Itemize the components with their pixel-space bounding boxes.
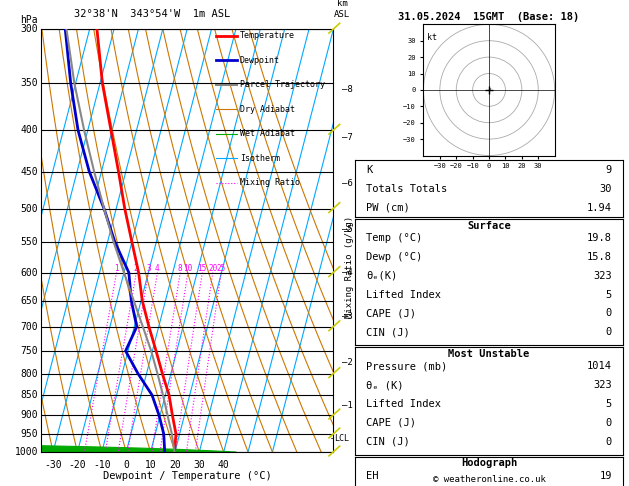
Text: 800: 800 [20,368,38,379]
Text: 15: 15 [198,264,207,273]
Text: CIN (J): CIN (J) [366,437,410,447]
Text: 900: 900 [20,410,38,420]
Text: 5: 5 [606,399,612,409]
Text: 20: 20 [208,264,218,273]
Text: PW (cm): PW (cm) [366,203,410,213]
Text: 10: 10 [183,264,192,273]
Text: Dewp (°C): Dewp (°C) [366,252,422,262]
Text: Temperature: Temperature [240,31,295,40]
Text: Wet Adiabat: Wet Adiabat [240,129,295,138]
Text: 850: 850 [20,390,38,400]
Text: 650: 650 [20,295,38,306]
Text: Temp (°C): Temp (°C) [366,233,422,243]
Text: 350: 350 [20,78,38,88]
Text: θₑ(K): θₑ(K) [366,271,398,281]
Text: 30: 30 [194,460,205,470]
Text: 600: 600 [20,268,38,278]
Text: hPa: hPa [20,15,38,25]
Text: 400: 400 [20,125,38,135]
Text: 700: 700 [20,322,38,332]
Text: Most Unstable: Most Unstable [448,349,530,359]
Text: 1.94: 1.94 [587,203,612,213]
Text: Totals Totals: Totals Totals [366,184,447,194]
Text: Hodograph: Hodograph [461,458,517,469]
Text: EH: EH [366,471,379,481]
Text: Mixing Ratio: Mixing Ratio [240,178,300,187]
Text: K: K [366,165,372,175]
Text: θₑ (K): θₑ (K) [366,380,404,390]
Text: Mixing Ratio (g/kg): Mixing Ratio (g/kg) [345,216,353,318]
Text: LCL: LCL [333,434,348,443]
Text: –7: –7 [342,133,353,141]
Text: 3: 3 [146,264,151,273]
Text: –2: –2 [342,358,353,367]
Text: CAPE (J): CAPE (J) [366,309,416,318]
Text: 9: 9 [606,165,612,175]
Text: –5: –5 [342,225,353,233]
Text: Pressure (mb): Pressure (mb) [366,361,447,371]
Text: –8: –8 [342,85,353,94]
Text: 40: 40 [218,460,230,470]
Text: CAPE (J): CAPE (J) [366,418,416,428]
Text: 19.8: 19.8 [587,233,612,243]
Text: 1014: 1014 [587,361,612,371]
Text: 5: 5 [606,290,612,300]
Text: 0: 0 [606,418,612,428]
Text: -20: -20 [69,460,86,470]
Text: 500: 500 [20,204,38,213]
Text: Isotherm: Isotherm [240,154,280,163]
Text: 0: 0 [606,328,612,337]
Text: –6: –6 [342,179,353,188]
Text: Dewpoint: Dewpoint [240,55,280,65]
Text: 15.8: 15.8 [587,252,612,262]
Text: 25: 25 [216,264,226,273]
Text: 450: 450 [20,167,38,176]
Text: -10: -10 [93,460,111,470]
Text: –1: –1 [342,401,353,410]
Text: 0: 0 [606,437,612,447]
Text: 323: 323 [593,380,612,390]
Text: 32°38'N  343°54'W  1m ASL: 32°38'N 343°54'W 1m ASL [74,9,230,18]
Text: Surface: Surface [467,221,511,231]
Text: 550: 550 [20,237,38,247]
Text: kt: kt [426,33,437,41]
Text: 323: 323 [593,271,612,281]
Text: -30: -30 [44,460,62,470]
Text: © weatheronline.co.uk: © weatheronline.co.uk [433,474,545,484]
Text: 10: 10 [145,460,157,470]
Text: 0: 0 [123,460,129,470]
Text: 30: 30 [599,184,612,194]
Text: 0: 0 [606,309,612,318]
Text: 19: 19 [599,471,612,481]
Text: –3: –3 [342,312,353,321]
Text: –4: –4 [342,268,353,277]
Text: 1000: 1000 [14,447,38,457]
Text: Lifted Index: Lifted Index [366,399,441,409]
Text: 31.05.2024  15GMT  (Base: 18): 31.05.2024 15GMT (Base: 18) [398,12,580,22]
Text: 1: 1 [114,264,119,273]
Text: Dry Adiabat: Dry Adiabat [240,104,295,114]
Text: 950: 950 [20,429,38,439]
Text: 4: 4 [155,264,160,273]
Text: Dewpoint / Temperature (°C): Dewpoint / Temperature (°C) [103,471,272,481]
Text: 300: 300 [20,24,38,34]
Text: 2: 2 [134,264,138,273]
Text: 750: 750 [20,346,38,356]
Text: 8: 8 [178,264,182,273]
Text: km
ASL: km ASL [334,0,350,18]
Text: Parcel Trajectory: Parcel Trajectory [240,80,325,89]
Text: CIN (J): CIN (J) [366,328,410,337]
Text: Lifted Index: Lifted Index [366,290,441,300]
Text: 20: 20 [169,460,181,470]
